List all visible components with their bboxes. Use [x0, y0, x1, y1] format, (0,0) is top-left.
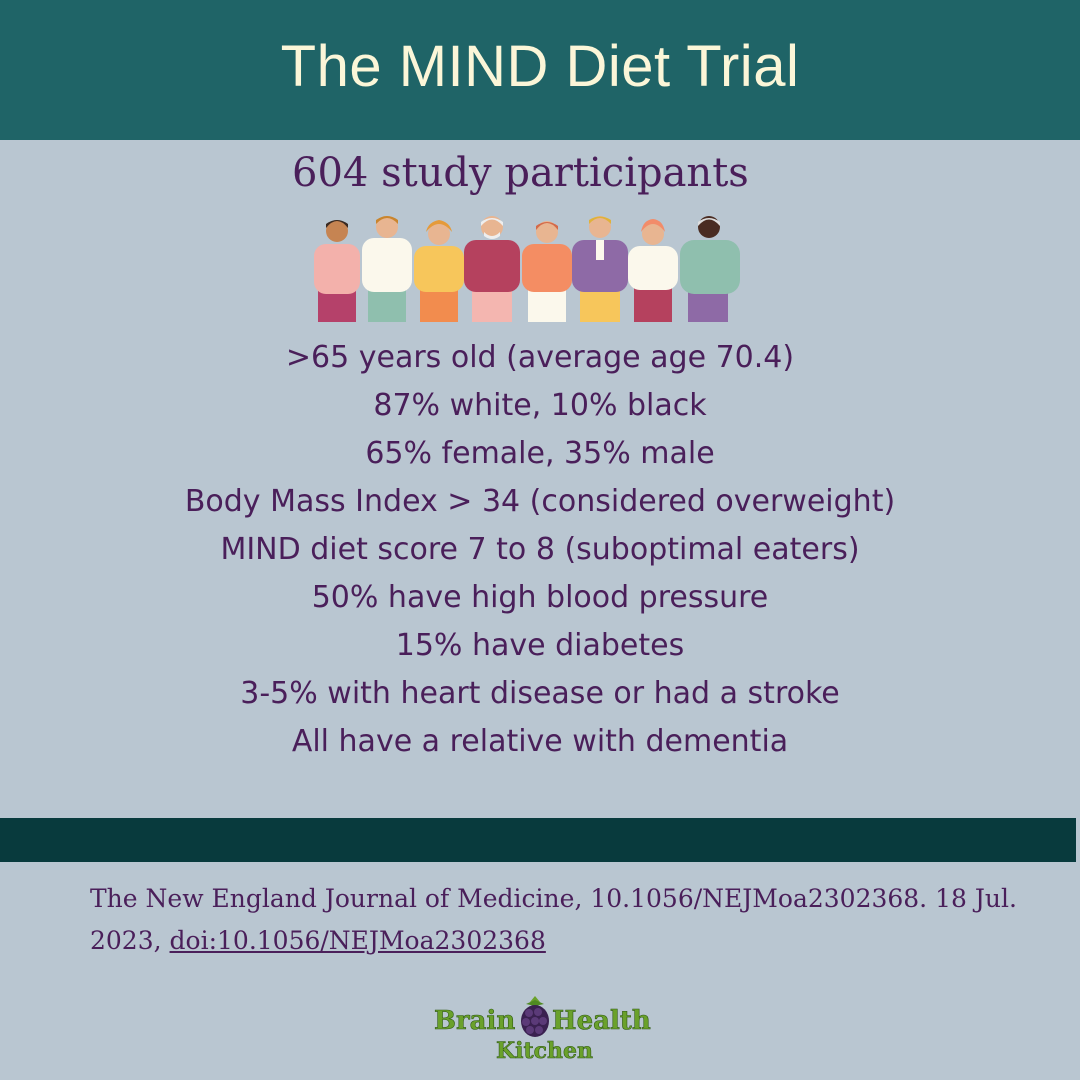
person-5-icon — [522, 221, 572, 322]
divider-band — [0, 818, 1076, 862]
logo-word-brain: Brain — [434, 1006, 516, 1037]
blackberry-icon — [521, 996, 549, 1037]
person-6-icon — [572, 216, 628, 322]
fact-dementia-relative: All have a relative with dementia — [291, 724, 789, 759]
logo-word-kitchen: Kitchen — [496, 1038, 594, 1065]
brain-health-kitchen-logo: Brain Health Kitchen — [432, 996, 662, 1066]
title-banner: The MIND Diet Trial — [0, 0, 1080, 140]
fact-age: >65 years old (average age 70.4) — [285, 340, 795, 375]
fact-bmi: Body Mass Index > 34 (considered overwei… — [184, 484, 896, 519]
doi-link[interactable]: doi:10.1056/NEJMoa2302368 — [169, 926, 546, 955]
logo-word-health: Health — [552, 1006, 651, 1037]
fact-heart-disease: 3-5% with heart disease or had a stroke — [240, 676, 840, 711]
citation-text: The New England Journal of Medicine, 10.… — [90, 884, 1017, 955]
fact-mind-score: MIND diet score 7 to 8 (suboptimal eater… — [220, 532, 860, 567]
person-3-icon — [414, 220, 464, 322]
participant-facts-list: >65 years old (average age 70.4) 87% whi… — [0, 334, 1080, 766]
fact-sex: 65% female, 35% male — [365, 436, 715, 471]
person-8-icon — [680, 216, 740, 322]
fact-blood-pressure: 50% have high blood pressure — [311, 580, 769, 615]
person-2-icon — [362, 216, 412, 322]
citation: The New England Journal of Medicine, 10.… — [90, 878, 1030, 962]
person-7-icon — [628, 219, 678, 322]
person-4-icon — [464, 216, 520, 322]
participants-heading: 604 study participants — [292, 150, 749, 196]
fact-diabetes: 15% have diabetes — [395, 628, 685, 663]
fact-race: 87% white, 10% black — [373, 388, 707, 423]
page-title: The MIND Diet Trial — [280, 33, 800, 99]
person-1-icon — [314, 220, 360, 322]
group-of-people-icon — [314, 216, 740, 322]
